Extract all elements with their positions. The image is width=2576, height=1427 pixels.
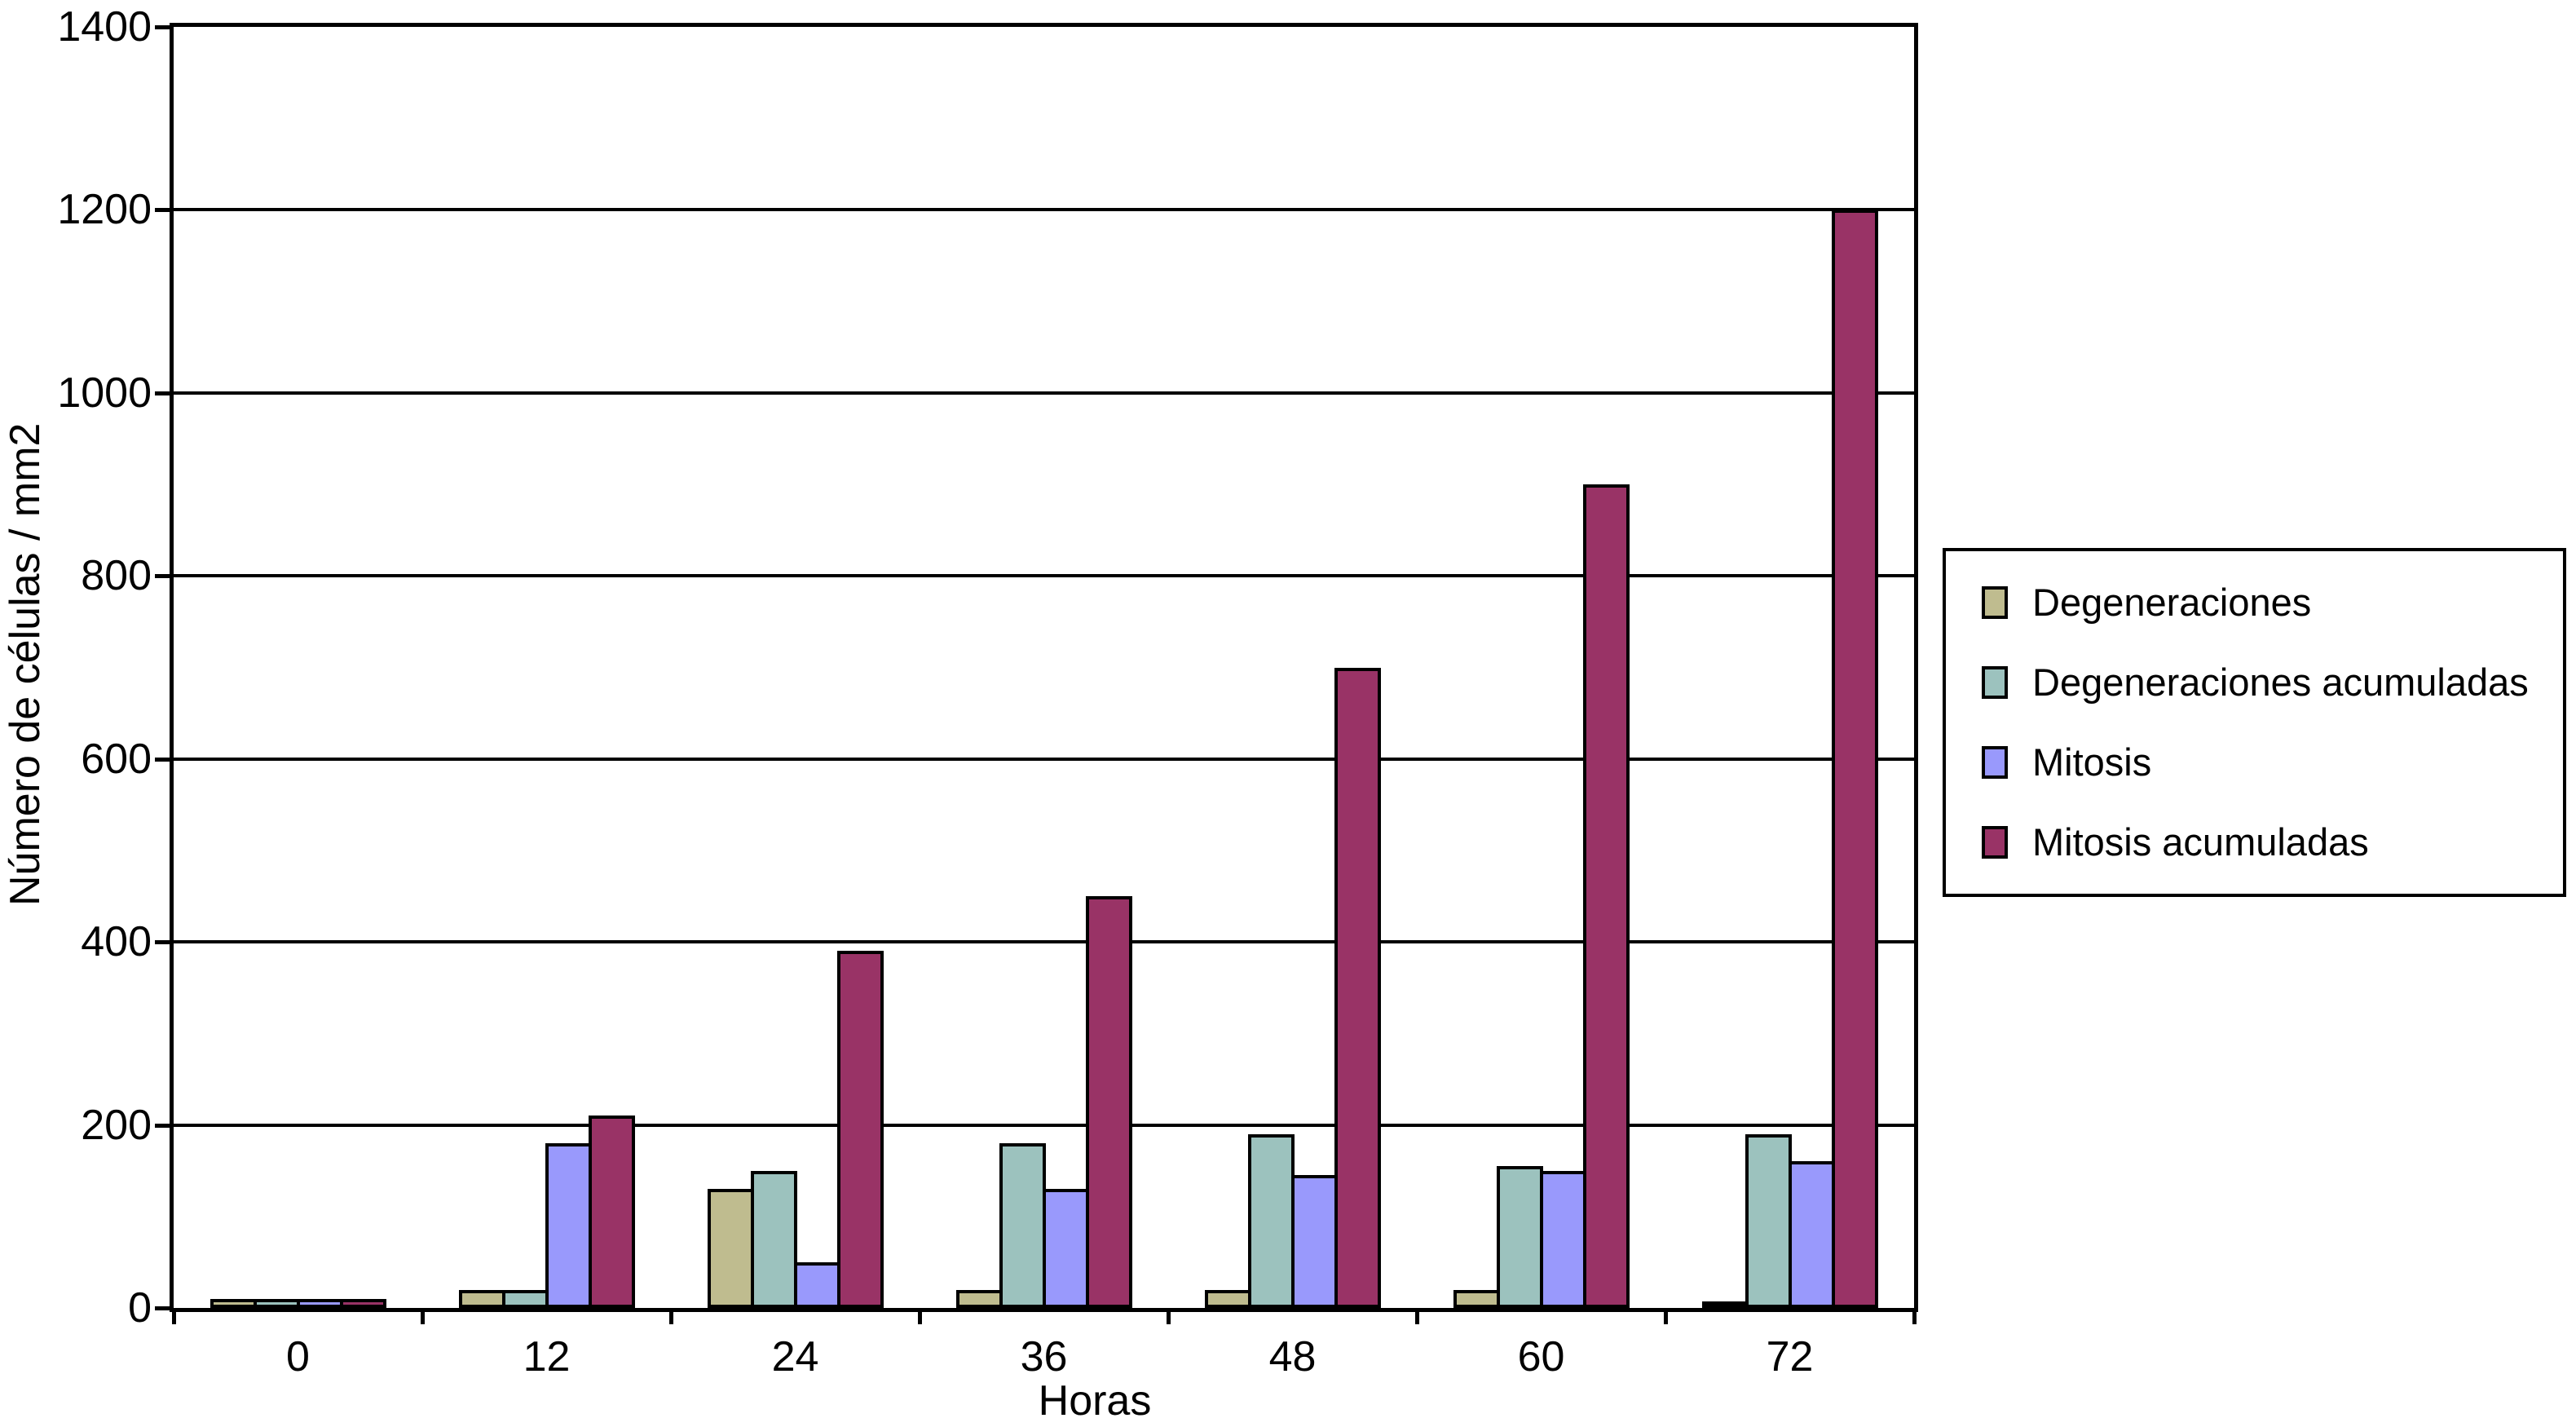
x-axis-tick-label: 60	[1517, 1333, 1565, 1381]
legend: Degeneraciones Degeneraciones acumuladas M…	[1943, 548, 2566, 897]
x-axis-tick	[420, 1308, 425, 1324]
bar	[1290, 1175, 1338, 1308]
x-axis-tick	[668, 1308, 673, 1324]
y-axis-tick-label: 600	[81, 735, 152, 783]
x-axis-tick	[1912, 1308, 1917, 1324]
y-axis-tick	[155, 940, 171, 945]
x-axis-tick	[1663, 1308, 1668, 1324]
bar-group-12	[422, 27, 671, 1308]
bar	[1042, 1189, 1089, 1308]
legend-item-label: Degeneraciones	[2032, 581, 2312, 624]
legend-item: Mitosis acumuladas	[1982, 802, 2563, 882]
legend-swatch	[1982, 586, 2008, 619]
legend-item-label: Mitosis	[2032, 740, 2152, 784]
bar	[1334, 667, 1381, 1308]
bar	[501, 1289, 549, 1308]
y-axis-tick	[155, 1123, 171, 1128]
y-axis-tick	[155, 391, 171, 395]
x-axis-tick-label: 24	[771, 1333, 819, 1381]
y-axis-tick-label: 800	[81, 552, 152, 600]
y-axis-tick-label: 1000	[57, 369, 152, 417]
gridline-400	[174, 940, 1914, 944]
x-axis-tick	[1166, 1308, 1171, 1324]
bar	[339, 1298, 386, 1308]
y-axis-tick	[155, 25, 171, 29]
x-axis-tick-label: 36	[1020, 1333, 1068, 1381]
x-axis-tick	[917, 1308, 922, 1324]
y-axis-tick-label: 1200	[57, 186, 152, 234]
bar	[1204, 1289, 1251, 1308]
bar	[707, 1189, 754, 1308]
bar	[210, 1298, 257, 1308]
legend-item: Degeneraciones acumuladas	[1982, 643, 2563, 722]
x-axis-tick-label: 0	[286, 1333, 310, 1381]
bar	[999, 1143, 1046, 1308]
y-axis-tick-label: 0	[128, 1284, 152, 1332]
gridline-1200	[174, 208, 1914, 212]
plot-area	[170, 23, 1918, 1312]
bar-group-36	[920, 27, 1168, 1308]
bar-group-60	[1417, 27, 1665, 1308]
x-axis-tick-label: 12	[523, 1333, 571, 1381]
bar-groups-container	[174, 27, 1914, 1308]
bar	[545, 1143, 592, 1308]
x-axis-tick-label: 72	[1766, 1333, 1814, 1381]
legend-item: Degeneraciones	[1982, 563, 2563, 643]
bar-group-0	[174, 27, 422, 1308]
bar	[296, 1298, 343, 1308]
bar	[1539, 1170, 1586, 1308]
gridline-600	[174, 757, 1914, 761]
gridline-800	[174, 574, 1914, 578]
legend-item-label: Mitosis acumuladas	[2032, 820, 2369, 864]
y-axis-tick-label: 200	[81, 1101, 152, 1149]
gridline-200	[174, 1123, 1914, 1127]
x-axis-tick	[171, 1308, 176, 1324]
legend-swatch	[1982, 666, 2008, 699]
legend-swatch	[1982, 826, 2008, 859]
bar	[1788, 1161, 1835, 1308]
y-axis-tick-label: 1400	[57, 3, 152, 51]
x-axis-tick	[1414, 1308, 1419, 1324]
bar	[793, 1261, 840, 1308]
y-axis-tick	[155, 574, 171, 579]
x-axis-title: Horas	[1038, 1377, 1152, 1425]
bar-group-24	[671, 27, 920, 1308]
bar	[1247, 1133, 1295, 1308]
bar	[1453, 1289, 1500, 1308]
legend-item: Mitosis	[1982, 722, 2563, 802]
bar-group-48	[1168, 27, 1417, 1308]
y-axis-tick	[155, 1306, 171, 1310]
bar	[1496, 1166, 1543, 1308]
bar	[1831, 210, 1878, 1308]
y-axis-tick	[155, 208, 171, 213]
y-axis-title: Número de células / mm2	[2, 422, 49, 907]
y-axis-tick-label: 400	[81, 918, 152, 966]
bar	[836, 951, 884, 1308]
bar	[1582, 484, 1630, 1308]
bar	[253, 1298, 300, 1308]
x-axis-tick-label: 48	[1268, 1333, 1317, 1381]
legend-swatch	[1982, 746, 2008, 779]
bar	[458, 1289, 505, 1308]
bar	[1701, 1301, 1749, 1308]
bar	[588, 1116, 635, 1308]
bar	[955, 1289, 1003, 1308]
y-axis-tick	[155, 757, 171, 762]
gridline-1000	[174, 391, 1914, 395]
bar-group-72	[1665, 27, 1914, 1308]
bar	[1745, 1133, 1792, 1308]
bar	[1085, 896, 1132, 1308]
legend-item-label: Degeneraciones acumuladas	[2032, 660, 2529, 704]
bar	[750, 1170, 797, 1308]
